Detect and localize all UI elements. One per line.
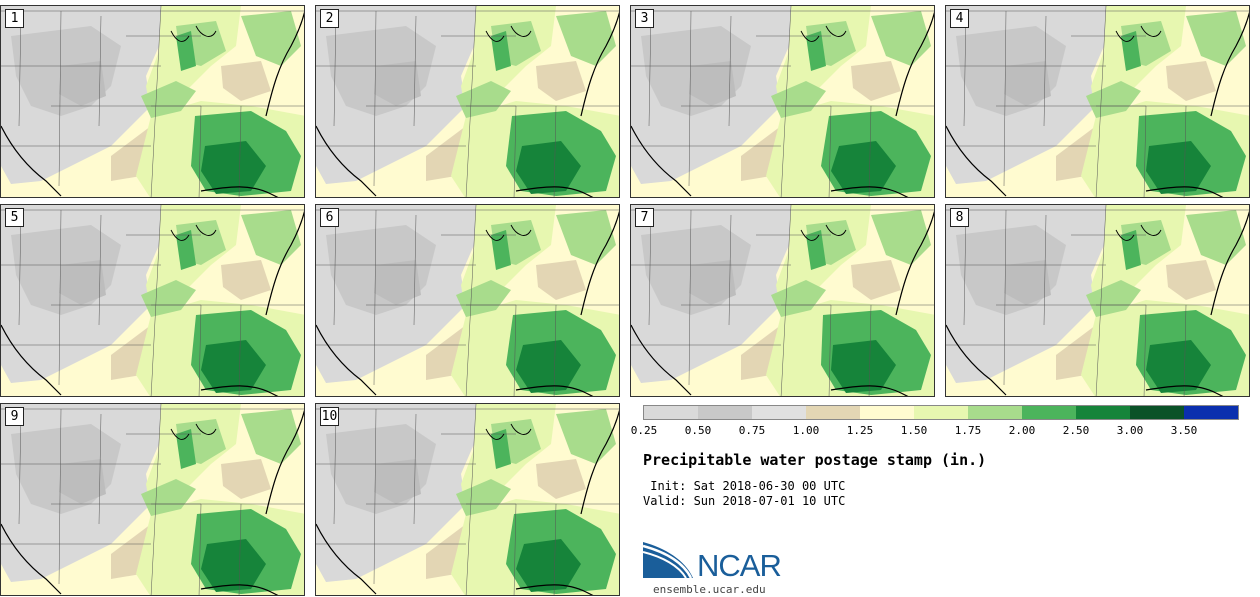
colorbar-tick-label: 1.25: [846, 424, 874, 437]
panel-number-label: 3: [635, 9, 654, 28]
panel-number-label: 9: [5, 407, 24, 426]
stamp-panel-3: 3: [630, 5, 935, 198]
colorbar-swatch: [1022, 406, 1076, 419]
colorbar-swatch: [1076, 406, 1130, 419]
panel-number-label: 4: [950, 9, 969, 28]
colorbar-swatch: [968, 406, 1022, 419]
ncar-logo-icon: [643, 542, 693, 579]
colorbar-swatch: [860, 406, 914, 419]
stamp-panel-1: 1: [0, 5, 305, 198]
colorbar-swatch: [806, 406, 860, 419]
colorbar-tick-label: 1.50: [900, 424, 928, 437]
panel-number-label: 1: [5, 9, 24, 28]
colorbar-tick-label: 3.50: [1170, 424, 1198, 437]
stamp-panel-5: 5: [0, 204, 305, 397]
valid-time: Valid: Sun 2018-07-01 10 UTC: [643, 494, 846, 508]
panel-number-label: 7: [635, 208, 654, 227]
map-title: Precipitable water postage stamp (in.): [643, 451, 987, 469]
colorbar-tick-label: 1.75: [954, 424, 982, 437]
init-time: Init: Sat 2018-06-30 00 UTC: [643, 479, 846, 493]
colorbar-tick-label: 0.50: [684, 424, 712, 437]
panel-number-label: 6: [320, 208, 339, 227]
colorbar-swatch: [752, 406, 806, 419]
panel-number-label: 8: [950, 208, 969, 227]
colorbar-tick-label: 1.00: [792, 424, 820, 437]
stamp-panel-6: 6: [315, 204, 620, 397]
colorbar-tick-label: 2.50: [1062, 424, 1090, 437]
colorbar-tick-label: 3.00: [1116, 424, 1144, 437]
stamp-panel-4: 4: [945, 5, 1250, 198]
colorbar-swatch: [698, 406, 752, 419]
ncar-wordmark: NCAR: [697, 548, 782, 583]
colorbar-tick-label: 0.25: [630, 424, 658, 437]
colorbar-swatch: [644, 406, 698, 419]
colorbar: [643, 405, 1239, 420]
stamp-panel-8: 8: [945, 204, 1250, 397]
stamp-panel-9: 9: [0, 403, 305, 596]
colorbar-swatch: [914, 406, 968, 419]
stamp-panel-10: 10: [315, 403, 620, 596]
site-url: ensemble.ucar.edu: [653, 583, 766, 596]
panel-number-label: 5: [5, 208, 24, 227]
colorbar-swatch: [1184, 406, 1238, 419]
panel-number-label: 2: [320, 9, 339, 28]
colorbar-tick-label: 0.75: [738, 424, 766, 437]
colorbar-tick-label: 2.00: [1008, 424, 1036, 437]
colorbar-swatch: [1130, 406, 1184, 419]
stamp-panel-7: 7: [630, 204, 935, 397]
panel-number-label: 10: [320, 407, 339, 426]
stamp-panel-2: 2: [315, 5, 620, 198]
